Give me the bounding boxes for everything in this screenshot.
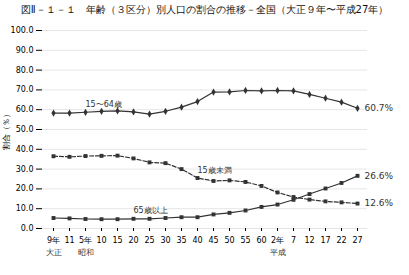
svg-text:割合（％）: 割合（％） — [2, 110, 11, 150]
svg-text:30: 30 — [160, 236, 170, 245]
svg-text:65歳以上: 65歳以上 — [134, 206, 168, 215]
svg-text:10: 10 — [96, 236, 106, 245]
svg-text:12.6%: 12.6% — [365, 198, 394, 208]
svg-text:25: 25 — [144, 236, 154, 245]
svg-text:11: 11 — [64, 236, 74, 245]
svg-text:60.7%: 60.7% — [365, 103, 394, 113]
svg-text:70.0: 70.0 — [16, 85, 34, 94]
svg-text:7: 7 — [291, 236, 296, 245]
svg-text:27: 27 — [352, 236, 362, 245]
svg-text:50.0: 50.0 — [16, 125, 34, 134]
svg-text:60.0: 60.0 — [16, 105, 34, 114]
svg-text:35: 35 — [176, 236, 186, 245]
svg-text:40: 40 — [192, 236, 202, 245]
svg-text:平成: 平成 — [270, 248, 286, 257]
svg-text:45: 45 — [208, 236, 218, 245]
svg-text:20.0: 20.0 — [16, 184, 34, 193]
svg-text:昭和: 昭和 — [78, 248, 94, 257]
svg-text:60: 60 — [256, 236, 266, 245]
html-text:図Ⅱ－１－１ 年齢（３区分）別人口の割合の推移－全国（大正９: 図Ⅱ－１－１ 年齢（３区分）別人口の割合の推移－全国（大正９年〜平成27年） — [20, 4, 389, 15]
svg-text:30.0: 30.0 — [16, 165, 34, 174]
svg-text:20: 20 — [128, 236, 138, 245]
svg-text:15〜64歳: 15〜64歳 — [86, 100, 122, 109]
svg-text:大正: 大正 — [46, 248, 62, 257]
svg-text:15: 15 — [112, 236, 122, 245]
svg-text:10.0: 10.0 — [16, 204, 34, 213]
svg-text:26.6%: 26.6% — [365, 171, 394, 181]
svg-text:100.0: 100.0 — [11, 26, 34, 35]
svg-text:80.0: 80.0 — [16, 66, 34, 75]
svg-text:50: 50 — [224, 236, 234, 245]
svg-text:17: 17 — [320, 236, 330, 245]
svg-text:5年: 5年 — [79, 236, 92, 245]
svg-text:9年: 9年 — [47, 236, 60, 245]
svg-text:0.0: 0.0 — [21, 224, 34, 233]
svg-text:12: 12 — [304, 236, 314, 245]
svg-text:2年: 2年 — [271, 236, 284, 245]
svg-text:90.0: 90.0 — [16, 46, 34, 55]
svg-text:55: 55 — [240, 236, 250, 245]
svg-text:15歳未満: 15歳未満 — [198, 166, 232, 175]
svg-text:40.0: 40.0 — [16, 145, 34, 154]
svg-text:22: 22 — [336, 236, 346, 245]
